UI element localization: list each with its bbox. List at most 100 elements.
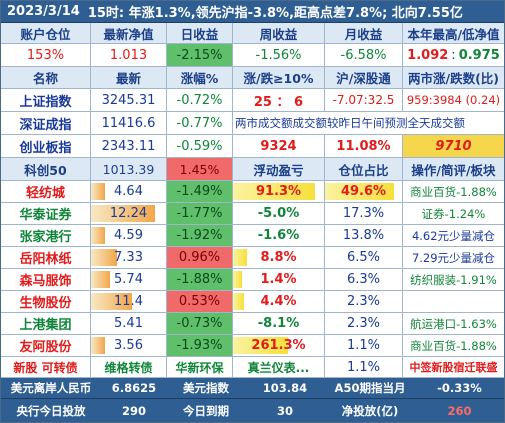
holding-price-text: 5.41	[114, 316, 143, 331]
holding-price-text: 12.24	[109, 206, 148, 221]
nav-value: 1.013	[91, 44, 167, 66]
holding-name-text: 森马服饰	[19, 274, 72, 289]
daily-value: -2.15%	[167, 44, 233, 66]
holding-price: 5.41	[91, 313, 167, 334]
holding-pnl-fill	[233, 249, 247, 266]
index-value: 1013.39	[91, 158, 167, 180]
pboc-inject-label: 央行今日投放	[16, 403, 86, 418]
holding-price: 12.24	[91, 203, 167, 224]
holding-change-text: -0.73%	[176, 316, 223, 331]
ipo-stock-2: 真兰仪表...	[233, 357, 325, 377]
summary-label: 15时: 年涨1.3%,领先沪指-3.8%,距高点差7.8%; 北向7.55亿	[87, 6, 463, 21]
ipo-bond: 维格转债	[91, 357, 167, 377]
holding-row[interactable]: 岳阳林纸 7.33 0.96% 8.8% 6.5% 7.29元少量减仓	[1, 247, 504, 269]
holding-price-text: 4.64	[114, 184, 143, 199]
title-bar: 2023/3/14 15时: 年涨1.3%,领先沪指-3.8%,距高点差7.8%…	[1, 1, 504, 23]
holding-price-fill	[91, 205, 155, 222]
holding-change-text: -1.93%	[176, 338, 223, 353]
holding-weight: 6.5%	[325, 247, 403, 268]
holding-pnl-text: 261.3%	[251, 338, 306, 353]
holding-pnl-fill	[233, 293, 244, 310]
holding-pnl-text: -8.1%	[257, 316, 300, 331]
holding-weight-text: 1.1%	[346, 338, 381, 353]
holding-price-text: 5.74	[114, 272, 143, 287]
holding-name: 张家港行	[1, 225, 91, 246]
position-value: 153%	[1, 44, 91, 66]
holding-price: 5.74	[91, 269, 167, 290]
ipo-weight: 1.1%	[325, 357, 403, 377]
holding-change-text: 0.96%	[178, 250, 221, 265]
holding-name: 友阿股份	[1, 335, 91, 356]
holding-pnl: 8.8%	[233, 247, 325, 268]
col-year-range: 本年最高/低净值	[407, 26, 500, 42]
holding-note: 证券-1.24%	[403, 203, 504, 224]
holding-price: 11.4	[91, 291, 167, 312]
holding-name-text: 生物股份	[19, 296, 72, 311]
ipo-row: 新股 可转债 维格转债 华新环保 真兰仪表... 1.1% 中签新股宿迁联盛	[1, 357, 504, 378]
holding-pnl: -8.1%	[233, 313, 325, 334]
index-value: 2343.11	[91, 135, 167, 157]
fx-value: 6.8625	[111, 381, 157, 395]
holding-change: -1.77%	[167, 203, 233, 224]
holding-note: 商业百货-1.88%	[403, 181, 504, 202]
dxy-label: 美元指数	[183, 381, 229, 395]
col-nav: 最新净值	[91, 23, 167, 43]
holding-change: -1.49%	[167, 181, 233, 202]
holding-pnl-text: 91.3%	[255, 184, 302, 199]
col-monthly: 月收益	[325, 23, 403, 43]
holding-change-text: -1.49%	[176, 184, 223, 199]
holding-change: -0.73%	[167, 313, 233, 334]
pboc-inject-value: 290	[121, 403, 146, 418]
holding-name: 华泰证券	[1, 203, 91, 224]
holdings-col-note: 操作/简评/板块	[411, 162, 496, 178]
footer-row-pboc: 央行今日投放 290 今日到期 30 净投放(亿) 260	[1, 399, 504, 422]
holding-name: 上港集团	[1, 313, 91, 334]
holding-row[interactable]: 友阿股份 3.56 -1.93% 261.3% 1.1% 商业百货-1.88%	[1, 335, 504, 357]
holding-row[interactable]: 上港集团 5.41 -0.73% -8.1% 2.3% 航运港口-1.63%	[1, 313, 504, 335]
holding-change-text: -1.92%	[176, 228, 223, 243]
index-value: 11416.6	[91, 112, 167, 134]
col-weekly: 周收益	[233, 23, 325, 43]
holding-weight-text: 2.3%	[346, 294, 381, 309]
holding-pnl-text: 1.4%	[260, 272, 297, 287]
holding-row[interactable]: 华泰证券 12.24 -1.77% -5.0% 17.3% 证券-1.24%	[1, 203, 504, 225]
holding-weight: 1.1%	[325, 335, 403, 356]
holding-pnl: 261.3%	[233, 335, 325, 356]
col-position: 账户仓位	[1, 23, 91, 43]
holding-row[interactable]: 轻纺城 4.64 -1.49% 91.3% 49.6% 商业百货-1.88%	[1, 181, 504, 203]
holding-name-text: 上港集团	[19, 318, 72, 333]
holding-note	[403, 291, 504, 312]
holding-pnl: 4.4%	[233, 291, 325, 312]
holding-row[interactable]: 森马服饰 5.74 -1.88% 1.4% 6.3% 纺织服装-1.91%	[1, 269, 504, 291]
holding-pnl-fill	[233, 337, 288, 354]
turnover-change: 11.08%	[325, 135, 403, 157]
holding-pnl-fill	[233, 271, 243, 288]
holding-weight-text: 49.6%	[340, 184, 387, 199]
idx-col-breadth: 两市涨/跌数(比)	[408, 71, 499, 86]
a50-label: A50期指当月	[334, 381, 406, 395]
holding-note: 4.62元少量减仓	[403, 225, 504, 246]
holding-note: 航运港口-1.63%	[403, 313, 504, 334]
index-row-sh: 上证指数 3245.31 -0.72% 25 ： 6 -7.07:32.5 95…	[1, 89, 504, 112]
weekly-value: -1.56%	[233, 44, 325, 66]
holding-row[interactable]: 张家港行 4.59 -1.92% -1.6% 13.8% 4.62元少量减仓	[1, 225, 504, 247]
holding-weight: 2.3%	[325, 313, 403, 334]
holding-price: 4.64	[91, 181, 167, 202]
year-range-value: 1.092 : 0.975	[403, 44, 504, 66]
index-name: 上证指数	[1, 89, 91, 111]
holding-name: 轻纺城	[1, 181, 91, 202]
index-row-cyb: 创业板指 2343.11 -0.59% 9324 11.08% 9710	[1, 135, 504, 158]
ipo-stock-1: 华新环保	[167, 357, 233, 377]
account-values-row: 153% 1.013 -2.15% -1.56% -6.58% 1.092 : …	[1, 44, 504, 67]
holding-weight-text: 13.8%	[342, 228, 385, 243]
date-label: 2023/3/14	[7, 4, 80, 19]
holding-row[interactable]: 生物股份 11.4 0.53% 4.4% 2.3%	[1, 291, 504, 313]
pboc-net-value: 260	[447, 403, 472, 418]
holding-change: -1.92%	[167, 225, 233, 246]
index-row-sz: 深证成指 11416.6 -0.77% 两市成交额成交额较昨日午间预测全天成交额	[1, 112, 504, 135]
connect-flow: -7.07:32.5	[325, 89, 403, 111]
turnover-forecast: 9710	[403, 135, 504, 157]
holding-note: 纺织服装-1.91%	[403, 269, 504, 290]
index-change: -0.77%	[167, 112, 233, 134]
